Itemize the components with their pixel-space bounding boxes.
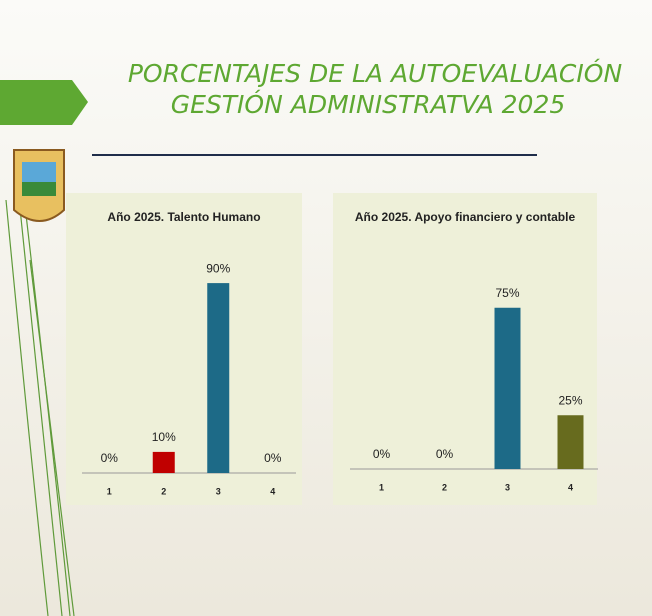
x-tick-label: 3 (505, 482, 510, 492)
chart-panel (66, 193, 302, 505)
x-tick-label: 2 (161, 486, 166, 496)
x-tick-label: 4 (568, 482, 573, 492)
data-label: 75% (495, 286, 519, 300)
x-tick-label: 3 (216, 486, 221, 496)
data-label: 90% (206, 261, 230, 275)
bar (494, 307, 521, 469)
bar (152, 451, 175, 473)
data-label: 25% (558, 393, 582, 407)
data-label: 10% (152, 430, 176, 444)
bar (557, 415, 584, 469)
slide-title: GESTIÓN ADMINISTRATVA 2025 (171, 89, 566, 119)
slide-title: PORCENTAJES DE LA AUTOEVALUACIÓN (128, 58, 623, 88)
chart-panel (333, 193, 597, 505)
chart-title: Año 2025. Talento Humano (107, 210, 260, 224)
x-tick-label: 1 (379, 482, 384, 492)
bar (207, 283, 230, 473)
data-label: 0% (436, 447, 454, 461)
data-label: 0% (373, 447, 391, 461)
arrow (0, 80, 88, 125)
chart-title: Año 2025. Apoyo financiero y contable (355, 210, 576, 224)
decoration (5, 149, 75, 616)
x-tick-label: 4 (270, 486, 275, 496)
x-tick-label: 1 (107, 486, 112, 496)
data-label: 0% (101, 451, 119, 465)
x-tick-label: 2 (442, 482, 447, 492)
data-label: 0% (264, 451, 282, 465)
logo (13, 149, 65, 222)
